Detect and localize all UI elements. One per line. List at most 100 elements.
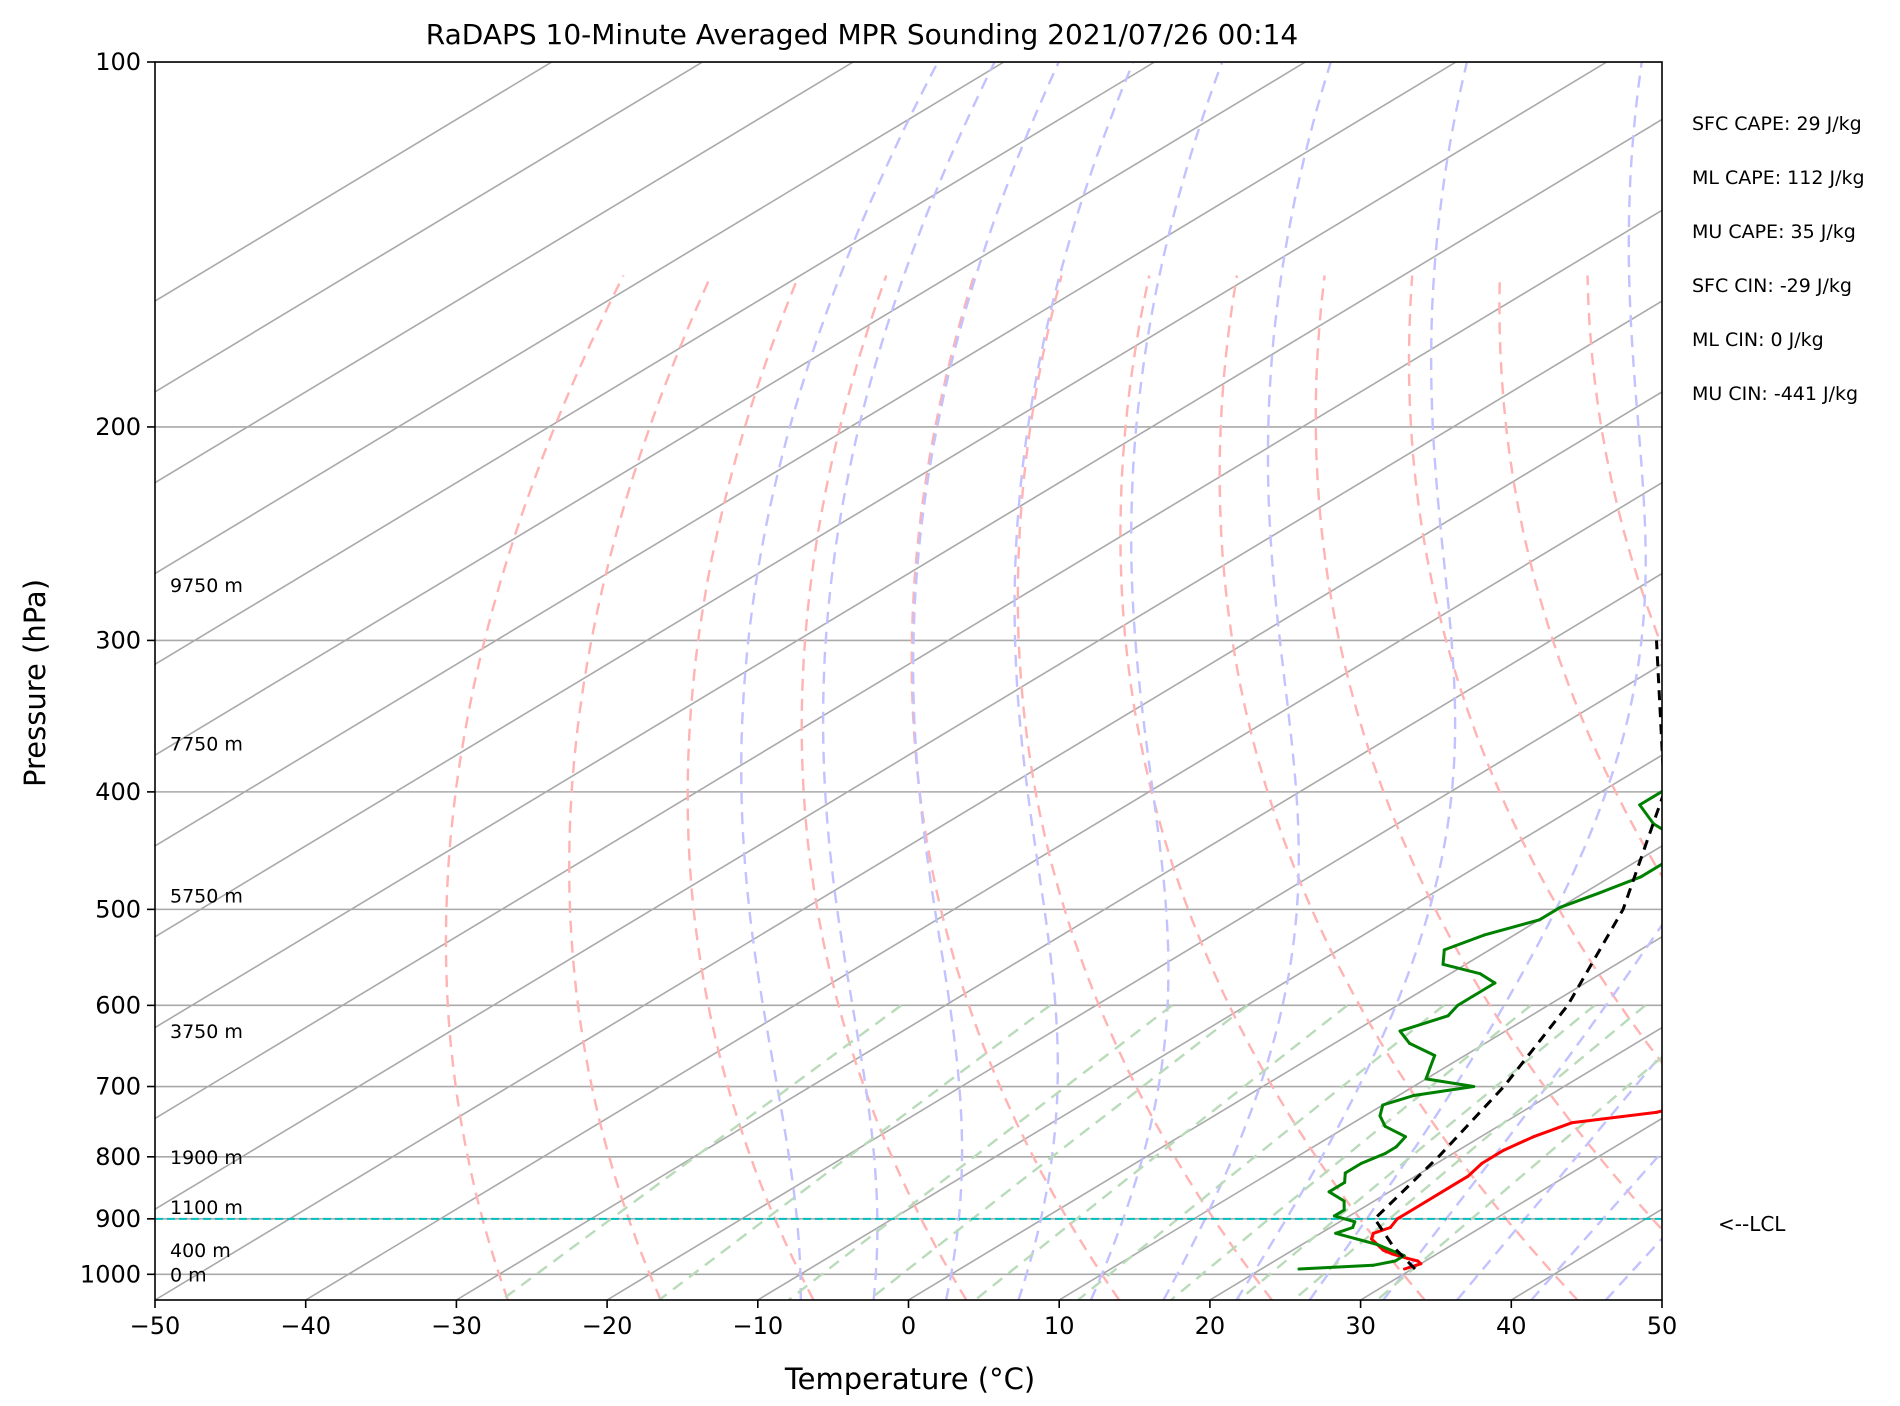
lcl-label: <--LCL [1718,1212,1786,1236]
dewpoint-segment [1470,981,1497,998]
mixing-ratio-line [868,1004,1249,1300]
x-tick-label: 10 [1044,1312,1075,1340]
dewpoint-segment [1694,691,1851,714]
isotherm-line [155,62,1608,938]
moist-adiabat [821,62,996,1300]
temperature-segment [1532,1121,1574,1139]
dewpoint-segment [1412,1085,1476,1097]
dewpoint-segment [1378,1103,1385,1118]
dewpoint-segment [1442,933,1486,952]
dewpoint-segment [1805,736,1814,750]
dewpoint-segment [1456,995,1474,1007]
isotherm-line [155,62,553,303]
dry-adiabat [444,274,625,1300]
dry-adiabat [1407,275,1662,1065]
dewpoint-segment [1441,948,1446,966]
temperature-segment [1480,1148,1506,1165]
isotherm-line [908,845,1662,1300]
index-text: SFC CIN: -29 J/kg [1692,275,1852,297]
x-tick-label: 50 [1647,1312,1678,1340]
temperature-segment [1747,1056,1782,1068]
dewpoint-segment [1814,714,1851,736]
isotherm-line [155,62,1005,575]
temperature-segment [1822,1018,1843,1031]
x-tick-label: 30 [1345,1312,1376,1340]
x-tick-label: 0 [901,1312,916,1340]
mixing-ratio-line [787,1004,1173,1300]
dewpoint-segment [1652,822,1662,831]
temperature-segment [1794,1031,1822,1043]
isotherm-line [155,300,1662,1211]
moist-adiabat [1530,1150,1662,1300]
dewpoint-segment [1538,905,1562,922]
dewpoint-segment [1327,1181,1347,1194]
dewpoint-segment [1398,1029,1412,1045]
dewpoint-segment [1446,1003,1460,1018]
x-tick-label: −20 [582,1312,633,1340]
x-tick-label: −40 [280,1312,331,1340]
temperature-segment [1388,1217,1399,1229]
mixing-ratio-line [1292,1004,1647,1300]
dewpoint-segment [1730,640,1883,650]
index-text: MU CAPE: 35 J/kg [1692,221,1856,243]
mixing-ratio-line [1376,1055,1662,1300]
y-tick-label: 900 [95,1205,141,1233]
dewpoint-segment [1558,891,1600,909]
isotherm-line [155,62,854,484]
dry-adiabat [800,275,968,1300]
temperature-segment [1445,1174,1470,1191]
dry-adiabat [1675,276,1900,1301]
height-label: 400 m [170,1240,231,1262]
isotherm-line [455,572,1662,1300]
isotherm-line [155,390,1662,1300]
temperature-segment [1843,1005,1880,1018]
indices-panel: SFC CAPE: 29 J/kg ML CAPE: 112 J/kg MU CAP… [1692,113,1865,405]
height-label: 3750 m [170,1021,243,1043]
height-label: 5750 m [170,885,243,907]
dewpoint-segment [1383,1124,1407,1139]
parcel-series [1372,640,1662,1271]
index-text: SFC CAPE: 29 J/kg [1692,113,1862,135]
isotherm-line [155,62,703,393]
dewpoint-segment [1394,1135,1407,1149]
dewpoint-segment [1381,1094,1416,1107]
dewpoint-segment [1334,1226,1355,1235]
isotherm-line [155,209,1662,1120]
height-label: 0 m [170,1264,207,1286]
isotherm-line [155,62,1306,757]
chart-title: RaDAPS 10-Minute Averaged MPR Sounding 2… [426,18,1298,51]
temperature-segment [1466,1161,1484,1178]
dewpoint-segment [1639,862,1662,879]
x-tick-label: 40 [1496,1312,1527,1340]
temperature-segment [1405,1199,1429,1215]
temperature-segment [1684,1098,1704,1105]
temperature-segment [1880,992,1887,1005]
temperature-segment [1405,1256,1420,1263]
temperature-segment [1381,1248,1394,1256]
moist-adiabat [1235,62,1469,1300]
dewpoint-segment [1428,1054,1437,1069]
mixing-ratio-line [500,1004,902,1300]
dewpoint-segment [1371,1259,1397,1267]
moist-adiabat [1456,1051,1662,1300]
mixing-ratio-line [1077,1004,1445,1300]
temperature-segment [1395,1211,1409,1221]
x-axis-label: Temperature (°C) [784,1362,1035,1396]
dewpoint-segment [1730,651,1749,671]
mixing-ratio-line [658,1004,1051,1300]
temperature-segment [1425,1187,1449,1203]
parcel-path [1372,640,1662,1271]
y-tick-label: 100 [95,48,141,76]
dewpoint-segment [1424,1077,1476,1088]
dewpoint-segment [1383,1145,1398,1155]
y-tick-label: 1000 [80,1260,141,1288]
dewpoint-segment [1659,790,1662,794]
dry-adiabat [1119,275,1426,1300]
index-text: ML CAPE: 112 J/kg [1692,167,1865,189]
y-tick-label: 300 [95,626,141,654]
isotherm-line [1209,1026,1662,1300]
moist-adiabat [1089,62,1224,1300]
moist-adiabat [912,62,1060,1300]
temperature-segment [1570,1110,1659,1125]
index-text: MU CIN: -441 J/kg [1692,383,1858,405]
